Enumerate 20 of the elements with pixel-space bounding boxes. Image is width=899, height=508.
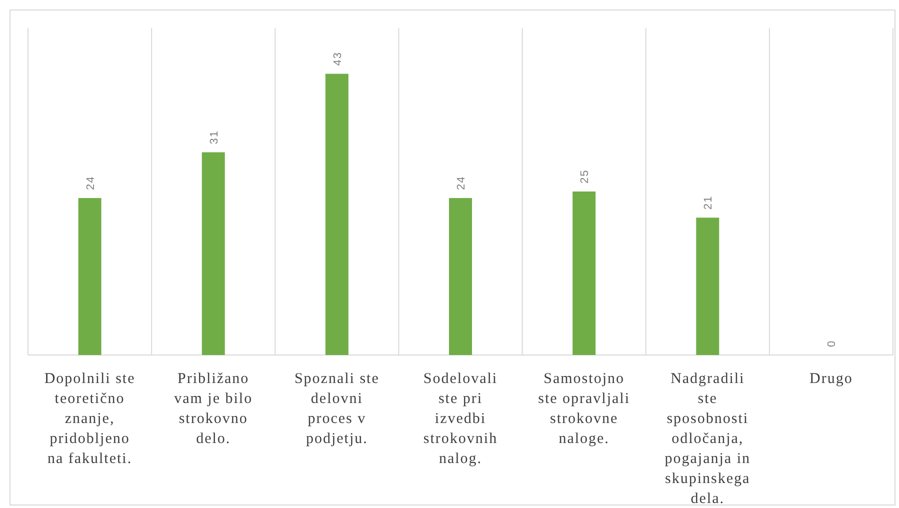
data-label: 24 — [84, 176, 97, 190]
x-tick-label: Drugo — [810, 371, 853, 387]
bar — [202, 152, 225, 355]
x-tick-label: Nadgradili ste sposobnosti odločanja, pogajanja in skupinskega dela. — [664, 371, 751, 507]
bar — [572, 192, 596, 355]
bar — [696, 218, 720, 355]
data-label: 43 — [332, 52, 344, 66]
data-label: 24 — [456, 176, 468, 190]
bar — [325, 74, 348, 355]
x-tick-label: Samostojno ste opravljali strokovne naloge. — [538, 371, 630, 447]
data-label: 21 — [702, 195, 715, 210]
data-label: 0 — [826, 340, 838, 347]
bar — [78, 198, 102, 355]
x-tick-label: Spoznali ste delovni proces v podjetju. — [294, 371, 380, 447]
x-tick-label: Sodelovali ste pri izvedbi strokovnih nalog. — [423, 371, 498, 467]
data-label: 31 — [208, 130, 220, 144]
x-tick-label: Približano vam je bilo strokovno delo. — [174, 371, 253, 447]
x-tick-label: Dopolnili ste teoretično znanje, pridobljeno na fakulteti. — [44, 371, 136, 467]
data-label: 25 — [579, 169, 592, 184]
bar — [449, 198, 472, 355]
